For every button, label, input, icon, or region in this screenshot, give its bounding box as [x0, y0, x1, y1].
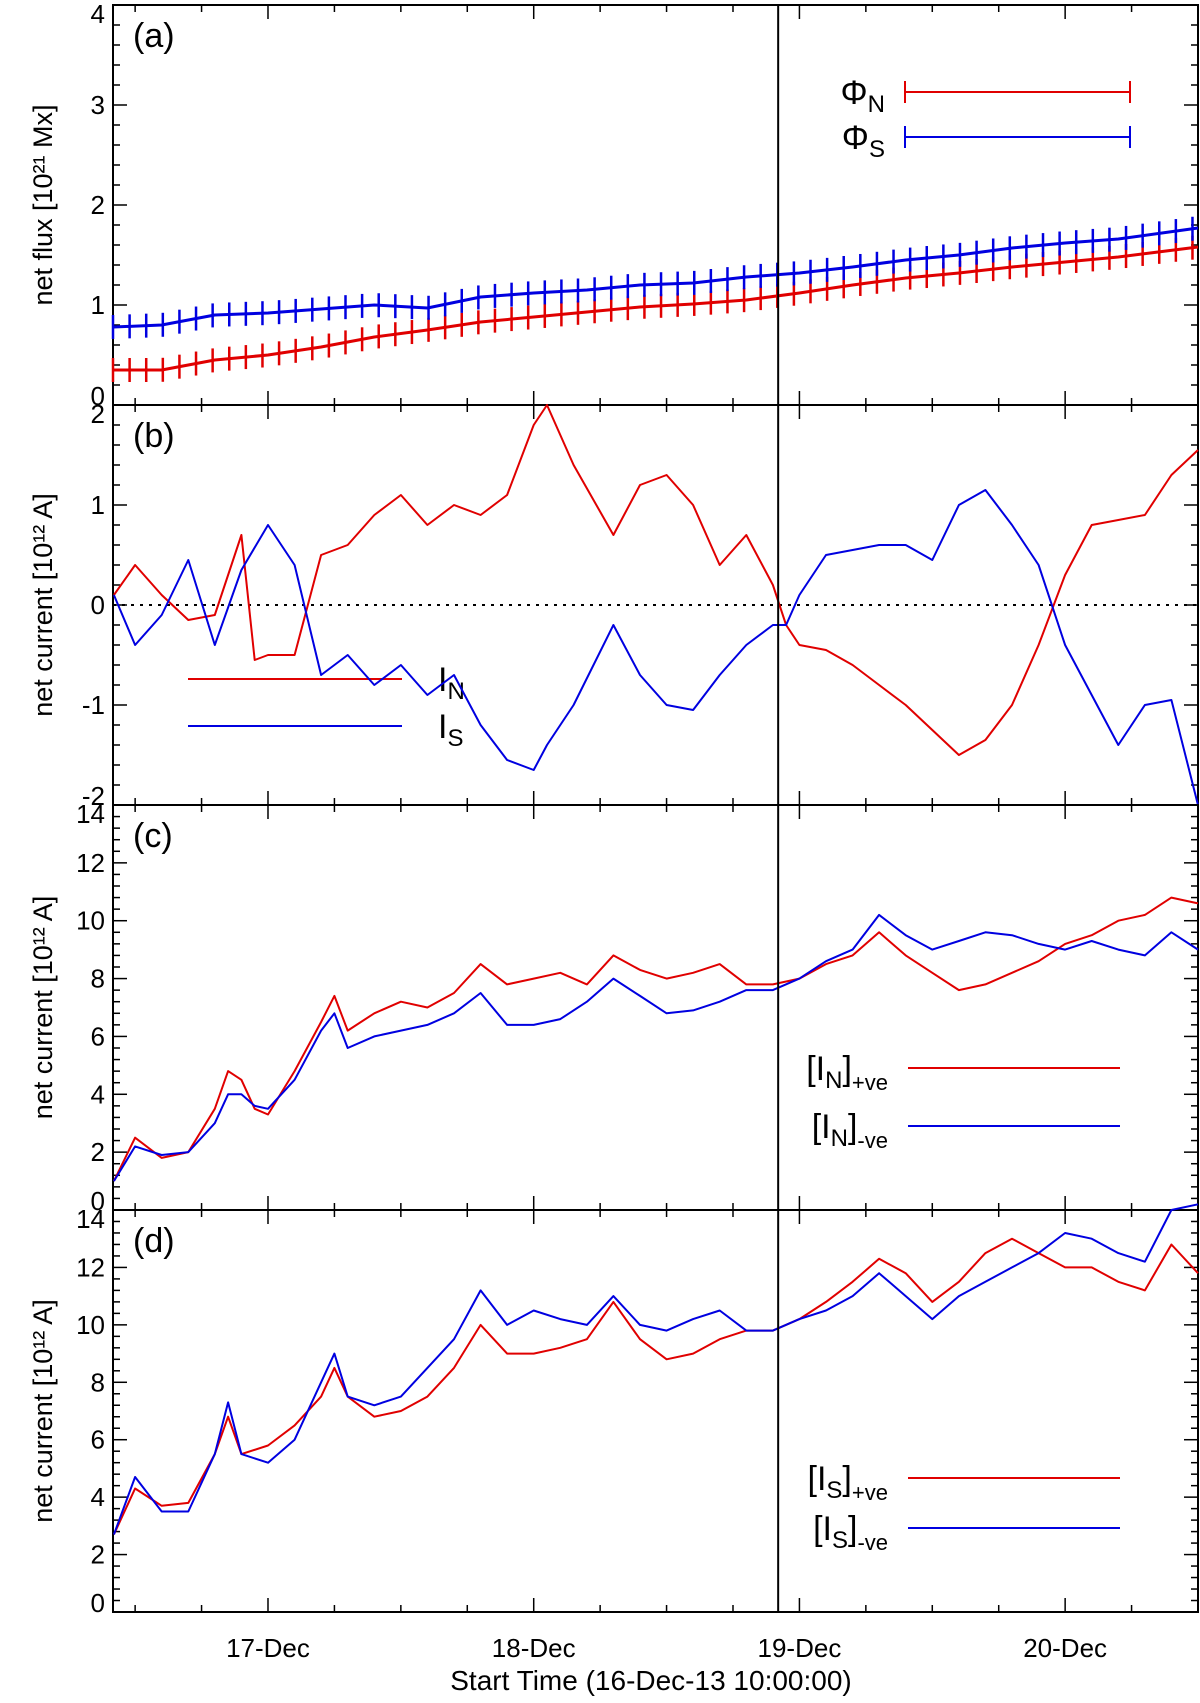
- legend-label--n: ΦN: [841, 74, 885, 118]
- series-line--i-s-ve: [112, 1203, 1199, 1535]
- panel-label: (c): [133, 817, 173, 855]
- series-line--s: [113, 226, 1199, 329]
- y-tick-label: 14: [76, 1204, 105, 1234]
- y-axis-label: net current [10¹² A]: [28, 896, 58, 1120]
- legend-main-symbol: [I: [806, 1050, 825, 1088]
- legend-bracket: ]: [848, 1510, 857, 1548]
- y-tick-label: 8: [91, 1367, 105, 1397]
- y-tick-label: 2: [91, 190, 105, 220]
- legend-subscript: S: [869, 136, 885, 163]
- panel-label: (a): [133, 17, 175, 55]
- y-tick-label: 0: [91, 590, 105, 620]
- legend-main-symbol: [I: [813, 1510, 832, 1548]
- x-tick-label: 20-Dec: [1023, 1633, 1107, 1663]
- series-line--i-n-ve: [113, 913, 1199, 1182]
- plot-frame: [112, 4, 1199, 406]
- legend-suffix: +ve: [852, 1070, 888, 1095]
- legend-main-symbol: [I: [812, 1108, 831, 1146]
- x-tick-label: 17-Dec: [226, 1633, 310, 1663]
- y-tick-label: 12: [76, 848, 105, 878]
- legend-main-symbol: Φ: [842, 119, 869, 157]
- y-tick-label: 4: [91, 0, 105, 29]
- legend-label--i-n-ve: [IN]+ve: [806, 1050, 888, 1095]
- y-tick-label: 10: [76, 906, 105, 936]
- legend-subscript: S: [826, 1477, 842, 1504]
- series-line--i-n-ve: [113, 896, 1199, 1182]
- legend-main-symbol: [I: [808, 1460, 827, 1498]
- x-tick-label: 19-Dec: [758, 1633, 842, 1663]
- series-line-i-n: [113, 404, 1199, 756]
- legend-subscript: S: [447, 725, 463, 752]
- legend-main-symbol: Φ: [841, 74, 868, 112]
- x-tick-label: 18-Dec: [492, 1633, 576, 1663]
- legend-suffix: -ve: [857, 1530, 888, 1555]
- y-tick-label: 4: [91, 1482, 105, 1512]
- x-axis-label: Start Time (16-Dec-13 10:00:00): [450, 1665, 852, 1696]
- panel-label: (b): [133, 417, 175, 455]
- y-tick-label: -1: [82, 690, 105, 720]
- panel-label: (d): [133, 1222, 175, 1260]
- y-tick-label: 8: [91, 964, 105, 994]
- legend-label--s: ΦS: [842, 119, 885, 163]
- y-tick-label: 6: [91, 1425, 105, 1455]
- legend-bracket: ]: [842, 1050, 851, 1088]
- series-line-i-s: [112, 489, 1199, 806]
- series-line--n: [113, 245, 1199, 372]
- legend-label--i-s-ve: [IS]-ve: [813, 1510, 888, 1555]
- y-tick-label: 0: [91, 1588, 105, 1618]
- series-line--i-s-ve: [112, 1237, 1199, 1535]
- y-tick-label: 2: [91, 1540, 105, 1570]
- legend-suffix: +ve: [852, 1480, 888, 1505]
- legend-label-i-s: IS: [438, 708, 463, 752]
- legend-subscript: S: [832, 1527, 848, 1554]
- y-tick-label: 10: [76, 1310, 105, 1340]
- legend-main-symbol: I: [438, 708, 447, 746]
- plot-frame: [112, 804, 1199, 1211]
- legend-bracket: ]: [842, 1460, 851, 1498]
- y-tick-label: 3: [91, 90, 105, 120]
- plot-frame: [112, 1209, 1199, 1613]
- legend-main-symbol: I: [438, 661, 447, 699]
- y-tick-label: 1: [91, 290, 105, 320]
- legend-subscript: N: [868, 91, 885, 118]
- y-tick-label: 2: [91, 399, 105, 429]
- y-tick-label: 12: [76, 1252, 105, 1282]
- y-tick-label: 4: [91, 1079, 105, 1109]
- y-tick-label: 2: [91, 1137, 105, 1167]
- legend-label-i-n: IN: [438, 661, 465, 705]
- y-tick-label: 0: [91, 381, 105, 411]
- y-axis-label: net current [10¹² A]: [28, 1299, 58, 1523]
- legend-subscript: N: [825, 1067, 842, 1094]
- legend-subscript: N: [447, 678, 464, 705]
- y-tick-label: 6: [91, 1021, 105, 1051]
- y-tick-label: 1: [91, 490, 105, 520]
- y-axis-label: net flux [10²¹ Mx]: [28, 104, 58, 305]
- y-tick-label: -2: [82, 781, 105, 811]
- legend-suffix: -ve: [857, 1128, 888, 1153]
- legend-bracket: ]: [848, 1108, 857, 1146]
- legend-subscript: N: [831, 1125, 848, 1152]
- y-axis-label: net current [10¹² A]: [28, 493, 58, 717]
- y-tick-label: 0: [91, 1186, 105, 1216]
- legend-label--i-n-ve: [IN]-ve: [812, 1108, 888, 1153]
- y-tick-label: 14: [76, 799, 105, 829]
- legend-label--i-s-ve: [IS]+ve: [808, 1460, 888, 1505]
